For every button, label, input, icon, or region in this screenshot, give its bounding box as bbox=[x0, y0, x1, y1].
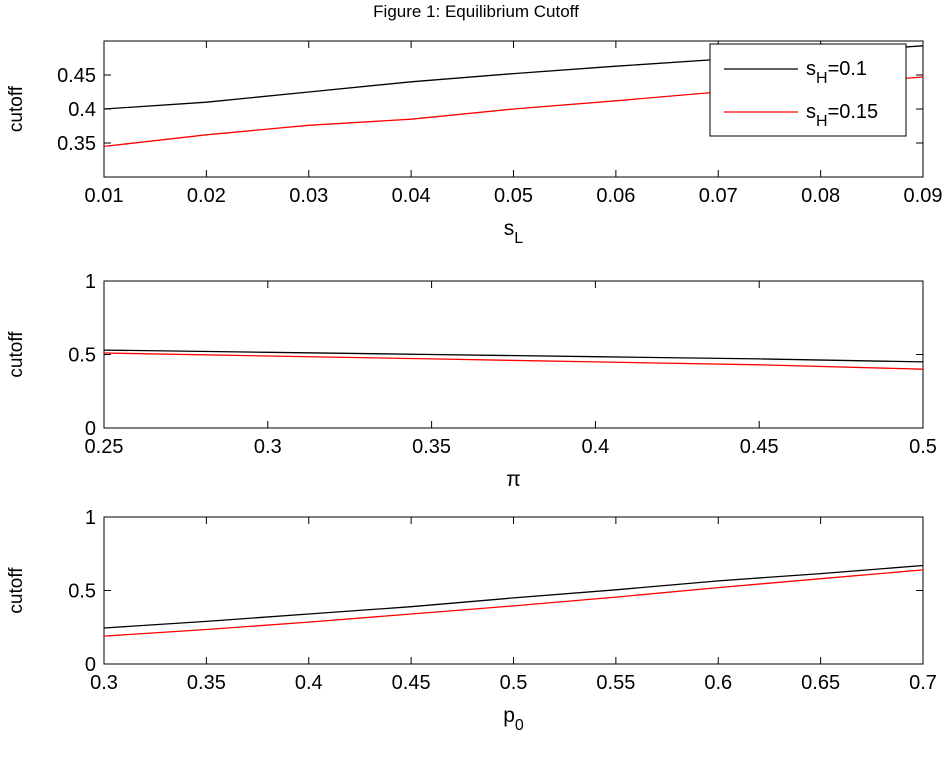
series-line-2 bbox=[104, 569, 923, 637]
series-line-1 bbox=[104, 564, 923, 629]
x-axis-label: sL bbox=[504, 217, 524, 247]
y-tick-label: 0.45 bbox=[57, 65, 96, 87]
x-tick-label: 0.7 bbox=[909, 672, 937, 694]
x-tick-label: 0.3 bbox=[254, 436, 282, 458]
y-tick-label: 1 bbox=[85, 507, 96, 529]
x-tick-label: 0.4 bbox=[581, 436, 609, 458]
legend-box bbox=[709, 43, 907, 137]
x-tick-label: 0.5 bbox=[500, 672, 528, 694]
x-tick-label: 0.03 bbox=[289, 185, 328, 207]
series-line-1 bbox=[104, 349, 923, 363]
axes-box bbox=[103, 280, 924, 429]
x-tick-label: 0.45 bbox=[392, 672, 431, 694]
x-tick-label: 0.01 bbox=[85, 185, 124, 207]
y-tick-label: 0.4 bbox=[68, 99, 96, 121]
figure-title: Figure 1: Equilibrium Cutoff bbox=[373, 2, 579, 21]
x-tick-label: 0.55 bbox=[596, 672, 635, 694]
legend-label: sH=0.1 bbox=[806, 58, 867, 87]
chart-panel-2: 0.25 0.3 0.35 0.4 0.45 0.5 0 0.5 1 π cutoff bbox=[6, 271, 937, 491]
x-tick-label: 0.06 bbox=[596, 185, 635, 207]
y-tick-label: 0.5 bbox=[68, 345, 96, 367]
x-tick-label: 0.3 bbox=[90, 672, 118, 694]
y-tick-label: 0.5 bbox=[68, 581, 96, 603]
legend: sH=0.1 sH=0.15 bbox=[709, 43, 907, 137]
y-tick-label: 0 bbox=[85, 654, 96, 676]
x-tick-label: 0.35 bbox=[412, 436, 451, 458]
x-tick-label: 0.5 bbox=[909, 436, 937, 458]
y-axis-label: cutoff bbox=[6, 331, 27, 378]
y-tick-label: 0 bbox=[85, 418, 96, 440]
x-tick-label: 0.02 bbox=[187, 185, 226, 207]
x-tick-label: 0.6 bbox=[704, 672, 732, 694]
y-axis-label: cutoff bbox=[6, 567, 27, 614]
y-tick-label: 0.35 bbox=[57, 133, 96, 155]
x-axis-label: p0 bbox=[503, 704, 524, 734]
x-tick-label: 0.4 bbox=[295, 672, 323, 694]
x-tick-label: 0.45 bbox=[740, 436, 779, 458]
x-axis-label: π bbox=[506, 468, 521, 491]
y-axis-label: cutoff bbox=[6, 85, 27, 132]
x-tick-label: 0.08 bbox=[801, 185, 840, 207]
x-tick-label: 0.09 bbox=[904, 185, 943, 207]
x-tick-label: 0.25 bbox=[85, 436, 124, 458]
x-tick-label: 0.07 bbox=[699, 185, 738, 207]
chart-panel-3: 0.3 0.35 0.4 0.45 0.5 0.55 0.6 0.65 0.7 0 0.5 1 p0 cu… bbox=[6, 507, 937, 734]
x-tick-label: 0.65 bbox=[801, 672, 840, 694]
axes-box bbox=[103, 516, 924, 665]
x-tick-label: 0.35 bbox=[187, 672, 226, 694]
x-tick-label: 0.04 bbox=[392, 185, 431, 207]
y-tick-label: 1 bbox=[85, 271, 96, 293]
x-tick-label: 0.05 bbox=[494, 185, 533, 207]
series-line-2 bbox=[104, 352, 923, 370]
chart-panel-1: 0.01 0.02 0.03 0.04 0.05 0.06 0.07 0.08 0.09 0.35… bbox=[6, 40, 943, 247]
legend-label: sH=0.15 bbox=[806, 101, 878, 130]
